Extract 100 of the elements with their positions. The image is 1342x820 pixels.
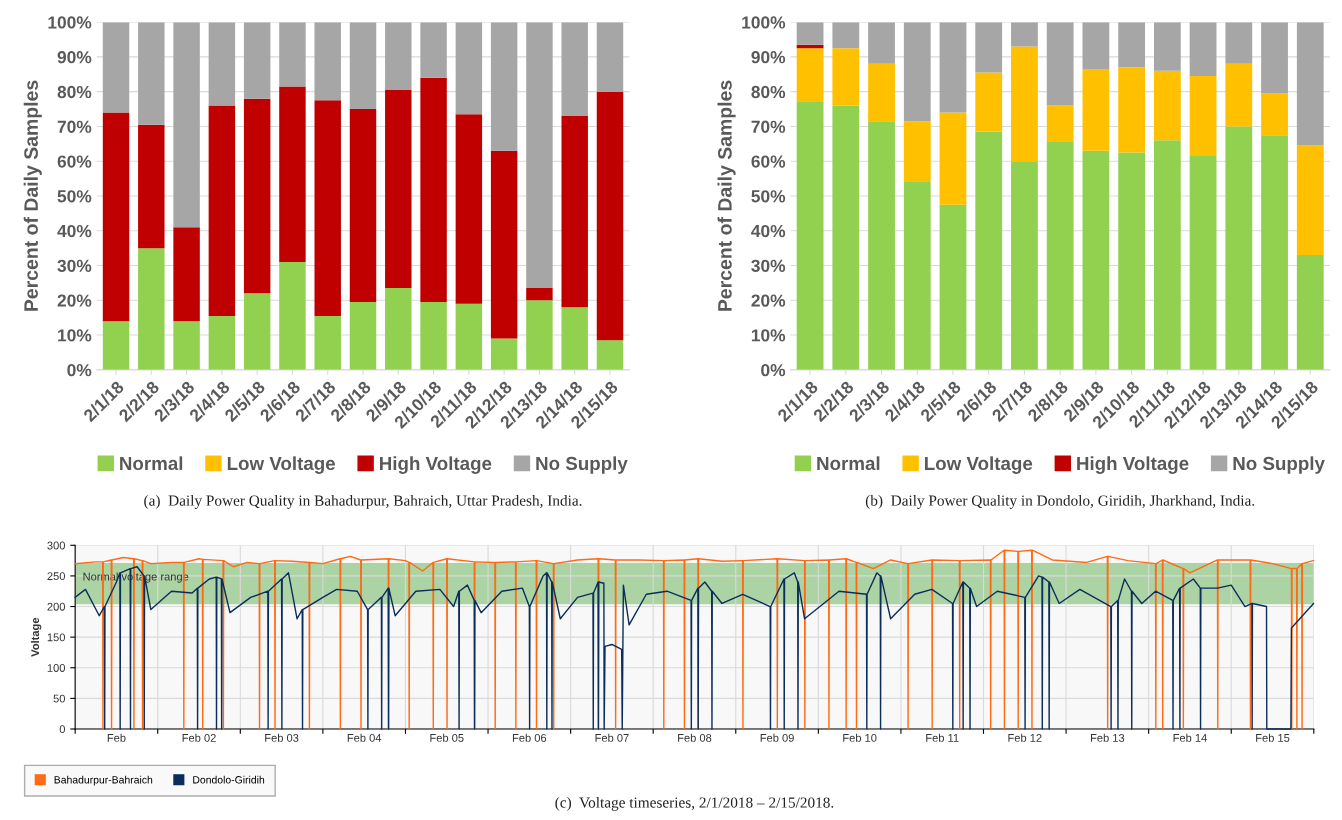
x-tick-label: Feb 14: [1173, 733, 1207, 742]
y-axis-title: Voltage: [30, 617, 42, 657]
x-tick-label: Feb 06: [512, 733, 547, 742]
y-tick-label: 0%: [761, 363, 786, 377]
bar: [455, 22, 483, 115]
bar: [349, 22, 377, 110]
bar: [138, 248, 165, 370]
bar: [208, 22, 236, 106]
bar: [314, 315, 341, 370]
y-tick-label: 0%: [67, 363, 92, 377]
bar: [1189, 22, 1217, 77]
y-tick-label: 250: [47, 572, 65, 581]
bar: [1011, 46, 1038, 162]
bar: [1082, 150, 1110, 370]
x-tick-label: Feb 13: [1090, 733, 1125, 742]
bar: [208, 315, 236, 370]
bar: [243, 22, 271, 99]
x-tick-label: Feb 09: [760, 733, 794, 742]
bar: [314, 100, 341, 316]
bar: [903, 182, 931, 370]
bar: [138, 22, 165, 125]
bar: [349, 302, 377, 370]
y-tick-label: 70%: [751, 120, 786, 133]
y-tick-label: 150: [47, 633, 65, 642]
bar: [1118, 152, 1146, 370]
bar: [832, 105, 860, 370]
y-tick-label: 30%: [57, 259, 92, 272]
bar: [796, 102, 824, 370]
y-tick-label: 50%: [751, 190, 786, 203]
y-axis-title: Percent of Daily Samples: [717, 80, 736, 311]
bar: [1189, 156, 1217, 370]
bar: [1261, 22, 1288, 94]
bar: [939, 204, 967, 370]
y-tick-label: 40%: [57, 224, 92, 238]
bar: [455, 303, 483, 370]
bar: [1046, 105, 1074, 143]
bar: [385, 288, 412, 370]
x-tick-label: Feb 12: [1008, 733, 1042, 742]
bar: [314, 22, 341, 101]
bar: [796, 48, 824, 103]
bar: [1153, 140, 1181, 370]
bar: [1082, 69, 1110, 151]
bar: [420, 22, 447, 78]
bar: [1011, 22, 1038, 47]
y-tick-label: 100%: [48, 16, 92, 29]
bar: [596, 22, 624, 92]
x-tick-label: Feb 11: [926, 733, 959, 742]
legend-label: No Supply: [536, 456, 628, 474]
bar: [1118, 67, 1146, 153]
bar: [526, 300, 553, 370]
bar: [173, 321, 200, 370]
bar: [138, 124, 165, 249]
y-tick-label: 30%: [751, 259, 786, 272]
bar: [385, 89, 412, 289]
bar: [173, 227, 200, 322]
bar: [1225, 126, 1253, 370]
legend-label: Low Voltage: [227, 456, 335, 474]
bar: [1153, 70, 1181, 141]
y-tick-label: 100: [47, 664, 65, 672]
y-tick-label: 300: [47, 541, 65, 550]
y-tick-label: 100%: [742, 16, 786, 29]
y-tick-label: 50%: [57, 190, 92, 203]
x-tick-label: Feb 05: [430, 733, 464, 742]
x-tick-label: Feb 15: [1256, 733, 1290, 742]
y-tick-label: 50: [53, 694, 65, 703]
text: (b) Daily Power Quality in Dondolo, Giridih, Jharkhand, India.: [865, 494, 1255, 509]
bar: [1189, 76, 1217, 156]
bar: [1225, 63, 1253, 127]
bar: [420, 302, 447, 370]
bar: [561, 307, 588, 370]
bar: [1225, 22, 1253, 64]
x-tick-label: Feb: [107, 733, 126, 742]
bar: [868, 63, 895, 122]
text: (c) Voltage timeseries, 2/1/2018 – 2/15/2018.: [555, 796, 834, 811]
bar: [279, 86, 306, 263]
bar: [596, 340, 624, 370]
bar: [975, 72, 1003, 132]
bar: [1296, 22, 1324, 146]
bar: [975, 22, 1003, 73]
bar: [243, 293, 271, 370]
bar: [490, 22, 518, 151]
bar: [385, 22, 412, 90]
y-tick-label: 20%: [57, 294, 92, 307]
x-tick-label: Feb 08: [678, 733, 712, 742]
bar: [279, 22, 306, 87]
legend-label: No Supply: [1233, 456, 1325, 474]
y-tick-label: 40%: [751, 224, 786, 238]
bar: [1296, 145, 1324, 256]
bar: [1296, 255, 1324, 370]
y-tick-label: 70%: [57, 120, 92, 133]
y-axis-title: Percent of Daily Samples: [23, 80, 42, 311]
bar: [279, 262, 306, 370]
legend-label: High Voltage: [1077, 456, 1189, 474]
x-tick-label: Feb 03: [265, 733, 299, 742]
bar: [939, 112, 967, 205]
legend-label: Dondolo-Giridih: [193, 775, 265, 784]
y-tick-label: 90%: [751, 51, 786, 64]
x-tick-label: Feb 10: [843, 733, 877, 742]
bar: [208, 105, 236, 316]
legend-label: Normal: [120, 456, 183, 471]
